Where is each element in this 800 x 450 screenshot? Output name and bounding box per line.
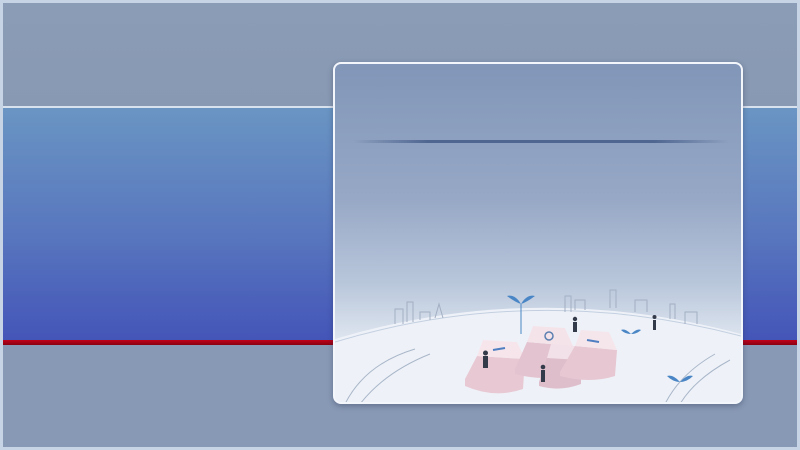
card-divider-line bbox=[353, 140, 729, 143]
keyboard-keys-illustration bbox=[335, 289, 741, 402]
image-card bbox=[333, 62, 743, 404]
